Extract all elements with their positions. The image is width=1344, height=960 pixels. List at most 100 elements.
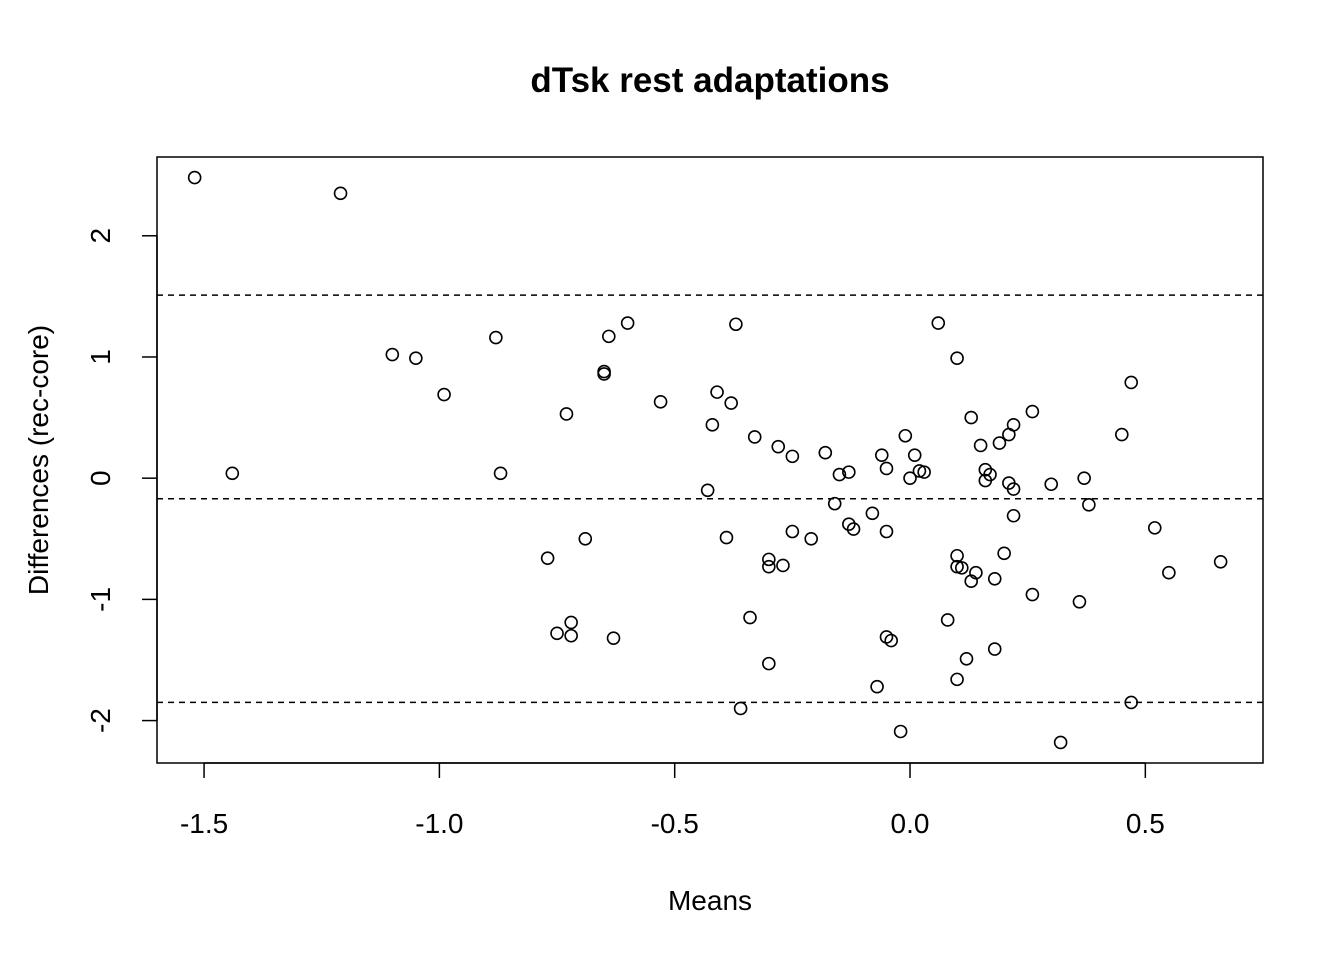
y-axis-label: Differences (rec-core)	[23, 325, 54, 595]
data-point	[987, 642, 1002, 656]
y-tick-label: -1	[85, 587, 116, 612]
data-point	[898, 428, 913, 443]
data-point	[785, 524, 800, 539]
data-point	[1006, 508, 1021, 523]
data-point	[385, 347, 400, 362]
data-point	[564, 628, 578, 643]
data-point	[983, 467, 997, 482]
chart-title: dTsk rest adaptations	[530, 61, 889, 100]
data-point	[1053, 735, 1068, 750]
data-points	[187, 170, 1228, 750]
data-point	[776, 558, 790, 573]
data-point	[874, 448, 889, 462]
data-point	[225, 466, 240, 481]
data-point	[893, 724, 908, 739]
data-point	[950, 548, 964, 563]
data-point	[1124, 375, 1139, 390]
data-point	[333, 186, 348, 201]
data-point	[564, 615, 578, 630]
data-point	[1072, 595, 1087, 609]
data-point	[1006, 418, 1021, 432]
data-point	[606, 631, 621, 645]
x-tick-label: -0.5	[651, 808, 699, 839]
data-point	[620, 316, 635, 330]
data-point	[719, 530, 734, 545]
y-tick-label: 2	[85, 228, 116, 244]
data-point	[437, 387, 451, 402]
data-point	[743, 610, 757, 625]
y-tick-label: 0	[85, 470, 116, 486]
y-tick-label: 1	[85, 349, 116, 365]
data-point	[550, 626, 564, 641]
data-point	[540, 551, 555, 565]
data-point	[771, 439, 786, 454]
data-point	[842, 517, 856, 532]
x-tick-label: 0.0	[891, 808, 930, 839]
data-point	[1147, 521, 1162, 535]
data-point	[997, 546, 1011, 561]
data-point	[818, 445, 833, 460]
y-tick-label: -2	[85, 708, 116, 733]
data-point	[762, 552, 776, 567]
data-point	[1006, 482, 1021, 496]
data-point	[597, 364, 611, 379]
data-point	[733, 701, 748, 716]
data-point	[903, 471, 917, 485]
x-axis-label: Means	[668, 885, 752, 916]
data-point	[1077, 471, 1091, 485]
reference-lines	[157, 294, 1263, 704]
x-tick-label: 0.5	[1126, 808, 1165, 839]
data-point	[865, 506, 880, 521]
data-point	[1044, 477, 1059, 492]
x-tick-label: -1.5	[180, 808, 228, 839]
data-point	[559, 407, 574, 421]
data-point	[762, 656, 776, 671]
data-point	[827, 496, 842, 511]
data-point	[705, 418, 720, 432]
x-tick-label: -1.0	[415, 808, 463, 839]
data-point	[931, 316, 946, 330]
data-point	[1025, 404, 1040, 419]
data-point	[785, 449, 800, 464]
data-point	[987, 571, 1002, 586]
data-point	[950, 672, 964, 687]
x-axis: -1.5 -1.0 -0.5 0.0 0.5	[180, 762, 1165, 839]
data-point	[879, 461, 894, 476]
data-point	[959, 651, 974, 666]
data-point	[489, 330, 503, 345]
data-point	[917, 465, 931, 479]
data-point	[940, 613, 955, 627]
data-point	[578, 531, 593, 546]
data-point	[724, 396, 738, 410]
data-point	[409, 351, 423, 365]
data-point	[978, 462, 993, 477]
data-point	[653, 395, 668, 409]
data-point	[1025, 587, 1040, 602]
data-point	[846, 522, 861, 536]
data-point	[729, 317, 743, 332]
y-axis: -2 -1 0 1 2	[85, 228, 158, 733]
data-point	[884, 633, 898, 648]
data-point	[710, 385, 724, 399]
data-point	[493, 466, 508, 481]
data-point	[762, 559, 776, 574]
data-point	[842, 465, 856, 479]
data-point	[870, 679, 884, 694]
plot-frame	[156, 156, 1264, 764]
data-point	[700, 483, 715, 498]
data-point	[907, 448, 922, 462]
data-point	[1162, 565, 1176, 580]
data-point	[602, 329, 616, 344]
data-point	[992, 436, 1007, 450]
data-point	[187, 170, 202, 185]
data-point	[1082, 498, 1096, 512]
data-point	[804, 531, 818, 546]
data-point	[964, 410, 979, 425]
data-point	[950, 351, 964, 365]
data-point	[969, 565, 983, 580]
data-point	[832, 467, 847, 482]
data-point	[879, 524, 894, 539]
data-point	[973, 438, 988, 453]
data-point	[747, 430, 762, 444]
